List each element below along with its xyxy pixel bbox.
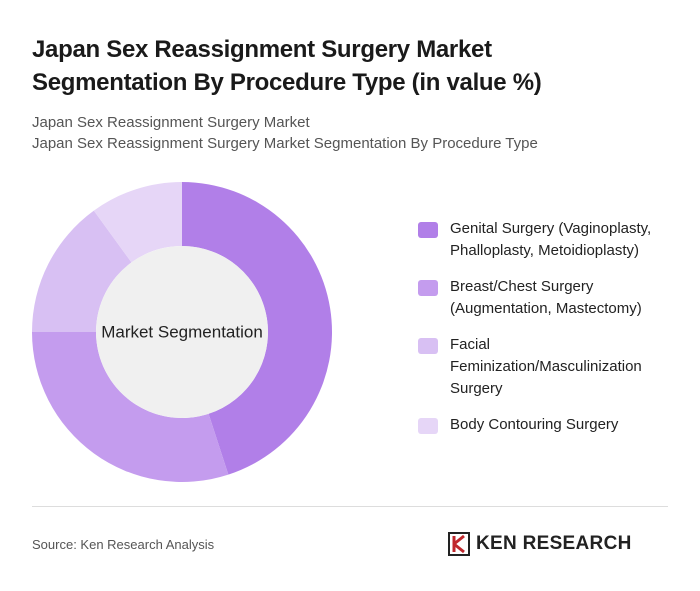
donut-segment bbox=[32, 210, 132, 332]
divider bbox=[32, 506, 668, 507]
source: Source: Ken Research Analysis bbox=[32, 537, 215, 552]
legend-label: Facial Feminization/Masculinization Surg… bbox=[450, 336, 642, 397]
legend-swatch bbox=[418, 418, 438, 434]
legend-swatch bbox=[418, 280, 438, 296]
donut-hole bbox=[96, 246, 268, 418]
legend-item: Facial Feminization/Masculinization Surg… bbox=[418, 334, 678, 400]
legend-label: Breast/Chest Surgery (Augmentation, Mast… bbox=[450, 278, 642, 317]
legend-item: Breast/Chest Surgery (Augmentation, Mast… bbox=[418, 276, 678, 320]
donut-segment bbox=[182, 182, 332, 475]
legend-label: Body Contouring Surgery bbox=[450, 416, 619, 433]
logo: KEN RESEARCH bbox=[448, 532, 632, 556]
subtitle: Japan Sex Reassignment Surgery Market Se… bbox=[32, 135, 538, 152]
chart-title: Japan Sex Reassignment Surgery Market Se… bbox=[32, 36, 542, 96]
subtitle: Japan Sex Reassignment Surgery Market bbox=[32, 114, 310, 131]
legend-label: Genital Surgery (Vaginoplasty, Phallopla… bbox=[450, 220, 652, 259]
center-label: Market Segmentation bbox=[101, 322, 263, 341]
legend-swatch bbox=[418, 222, 438, 238]
legend-swatch bbox=[418, 338, 438, 354]
donut-segment bbox=[32, 332, 229, 482]
donut-chart: Market Segmentation bbox=[32, 182, 332, 482]
donut-segment bbox=[93, 182, 182, 263]
logo-icon bbox=[448, 532, 470, 556]
legend: Genital Surgery (Vaginoplasty, Phallopla… bbox=[418, 218, 678, 450]
logo-text: KEN RESEARCH bbox=[476, 533, 632, 554]
legend-item: Genital Surgery (Vaginoplasty, Phallopla… bbox=[418, 218, 678, 262]
legend-item: Body Contouring Surgery bbox=[418, 414, 678, 436]
